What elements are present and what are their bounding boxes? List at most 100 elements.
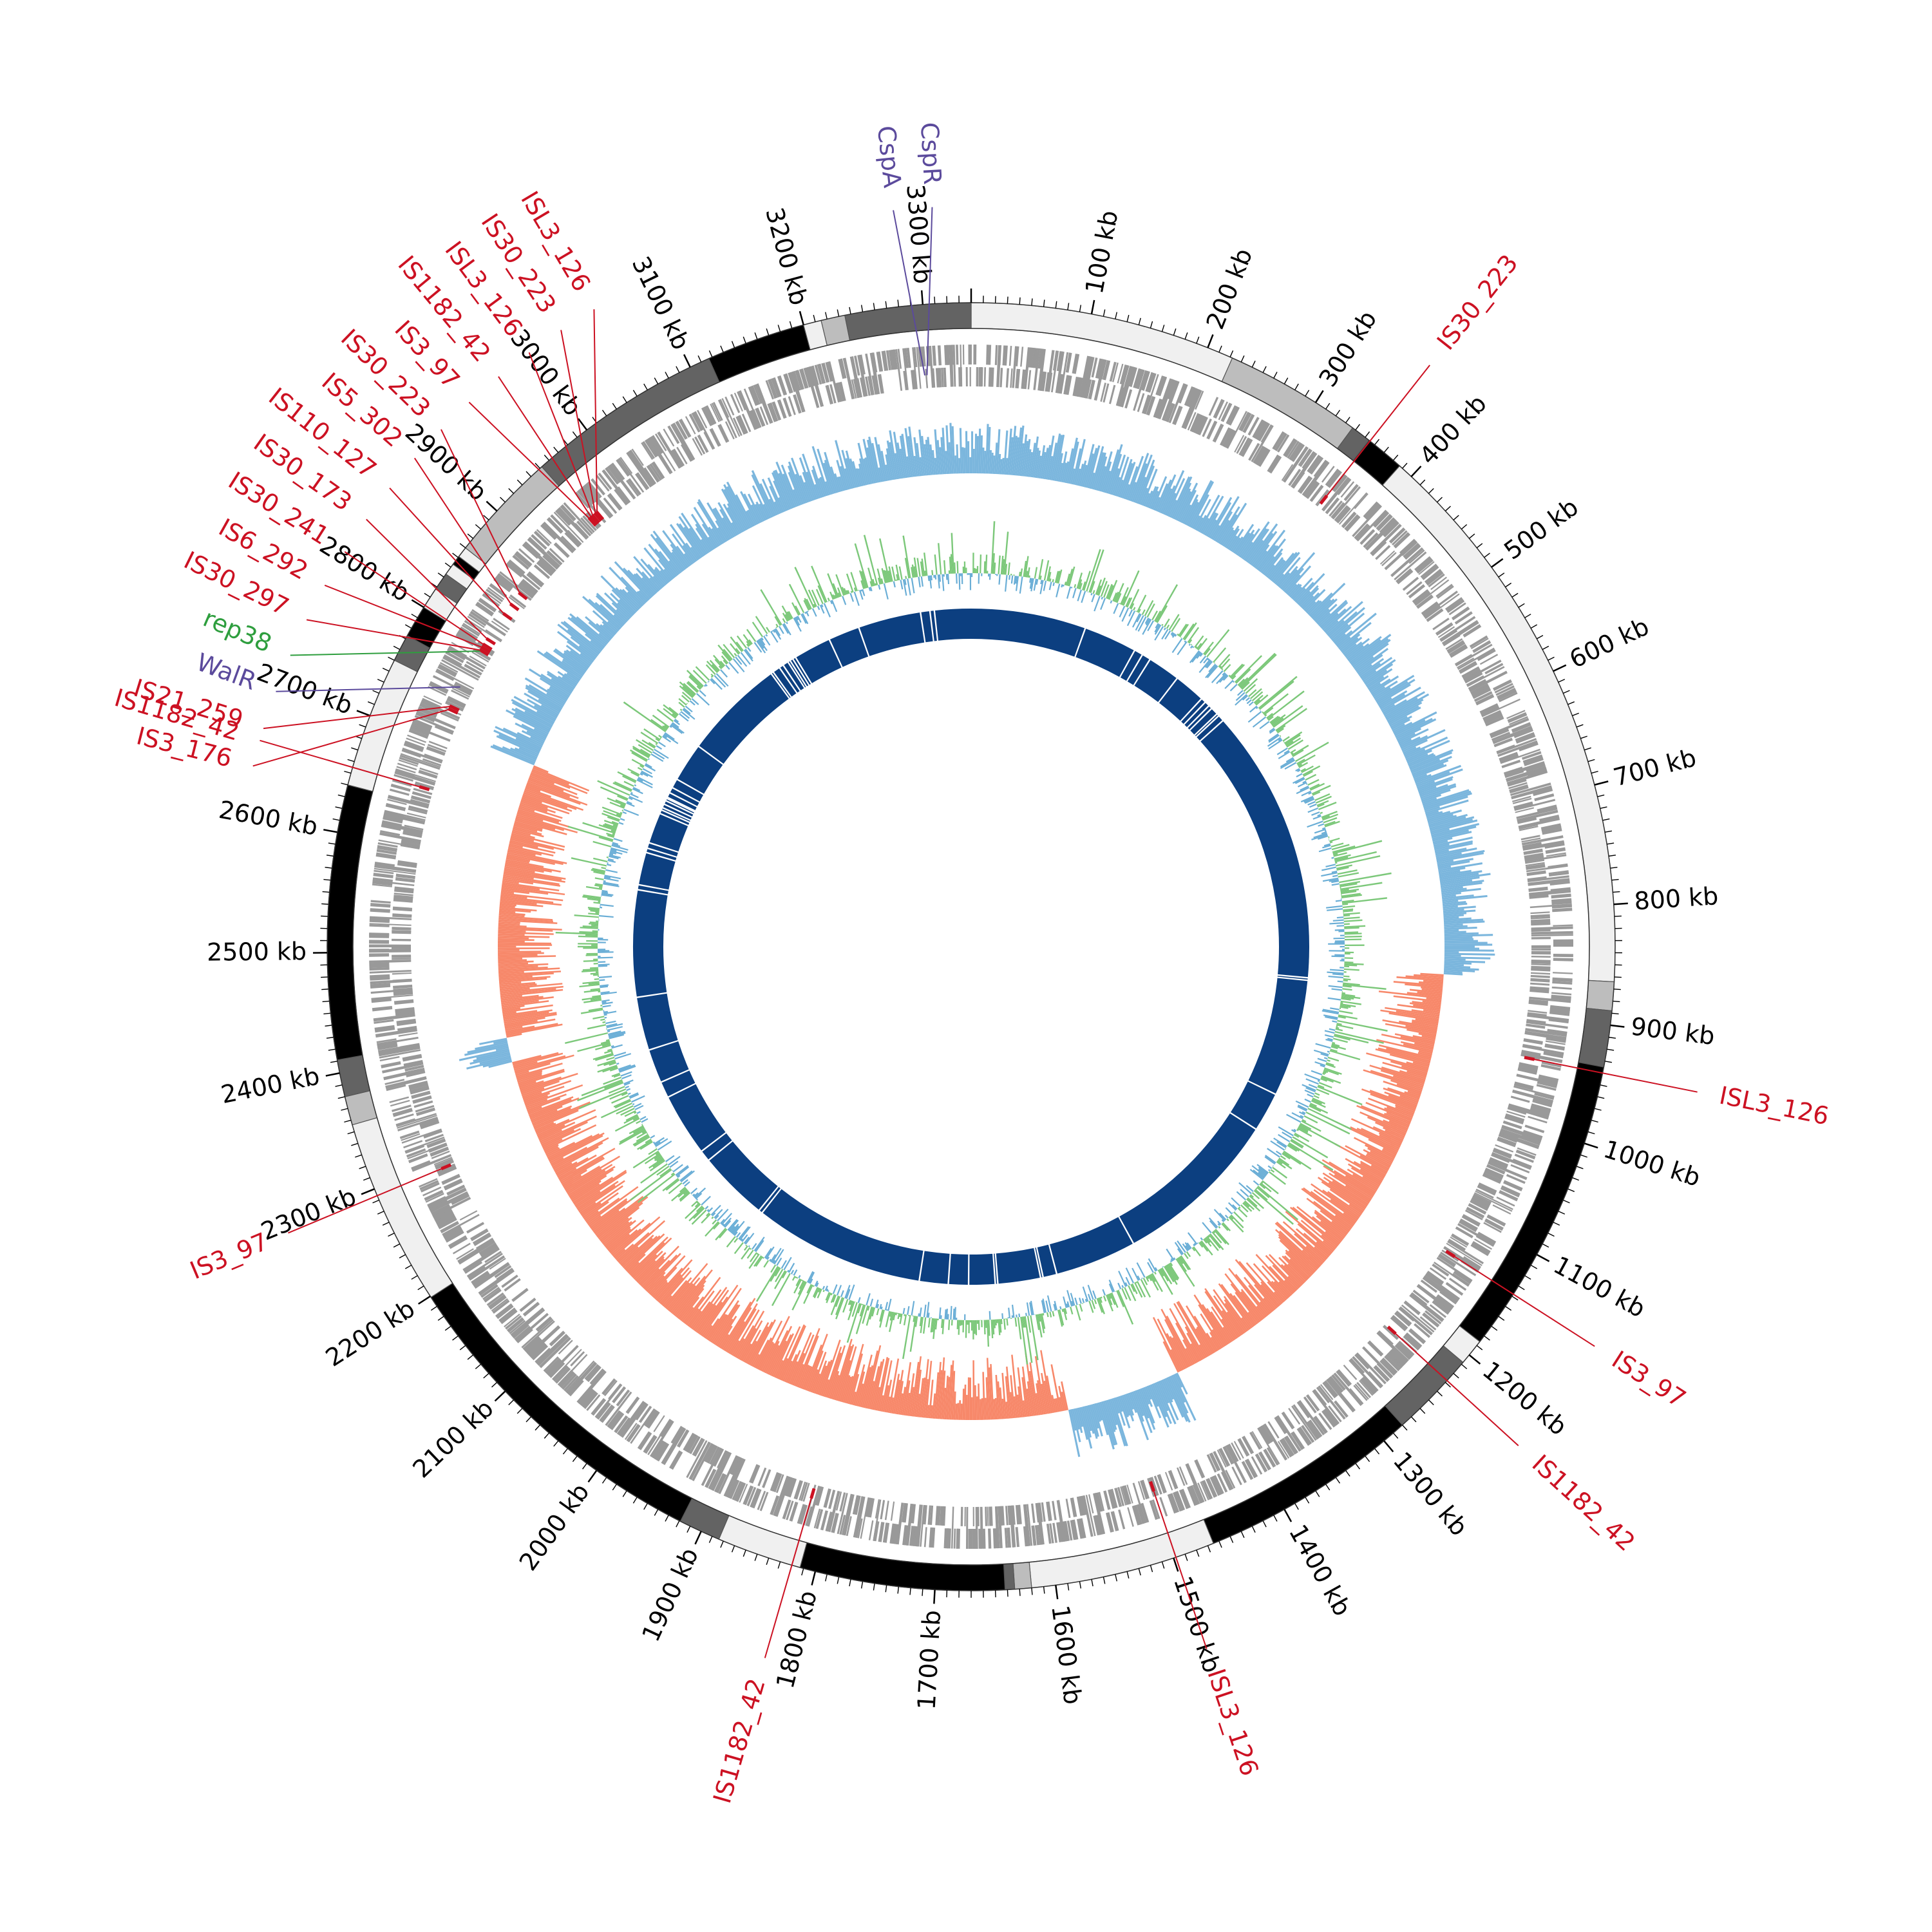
gc-skew-bin <box>620 576 647 604</box>
gc-content-bin <box>1344 957 1354 960</box>
gc-skew-bin <box>1255 1254 1294 1295</box>
gc-content-bin <box>1102 1289 1106 1296</box>
gc-skew-bin <box>1141 468 1158 506</box>
gc-skew-bin <box>946 1377 951 1420</box>
gc-skew-bin <box>889 1397 895 1414</box>
gene-feature <box>1530 974 1550 978</box>
gc-skew-bin <box>1024 439 1031 477</box>
gc-content-bin <box>1010 1318 1012 1320</box>
gc-skew-bin <box>755 504 765 522</box>
gc-skew-bin <box>936 440 942 475</box>
gc-skew-bin <box>779 1324 805 1380</box>
gc-content-bin <box>1267 1165 1273 1170</box>
gc-content-bin <box>790 1269 795 1274</box>
gene-feature <box>989 1506 993 1526</box>
gene-feature <box>519 1298 536 1312</box>
gc-skew-bin <box>1118 1396 1131 1428</box>
gc-skew-bin <box>1443 909 1476 914</box>
gc-skew-bin <box>896 1381 904 1415</box>
gc-skew-bin <box>1414 773 1428 781</box>
gc-content-bin <box>1268 733 1279 742</box>
gc-content-bin <box>900 580 904 590</box>
gc-content-bin <box>1136 1262 1146 1278</box>
gc-content-bin <box>1126 597 1133 608</box>
gc-content-bin <box>983 561 986 574</box>
gc-skew-bin <box>1345 1145 1390 1170</box>
gc-skew-bin <box>1265 1255 1299 1290</box>
gc-skew-bin <box>1366 1052 1429 1071</box>
gc-content-bin <box>902 1307 905 1314</box>
gc-skew-bin <box>1106 444 1123 494</box>
gc-skew-bin <box>1370 1164 1387 1175</box>
gc-content-bin <box>1327 1050 1330 1053</box>
gc-content-bin <box>1084 1302 1086 1303</box>
gc-skew-bin <box>1270 553 1295 582</box>
coverage-block <box>762 1189 923 1281</box>
gc-skew-bin <box>512 829 531 836</box>
gc-content-bin <box>836 1285 842 1296</box>
gc-skew-bin <box>502 884 540 891</box>
gc-skew-bin <box>1090 446 1104 489</box>
gc-content-bin <box>600 904 614 907</box>
gc-content-bin <box>1086 549 1101 592</box>
gc-skew-bin <box>919 457 923 477</box>
gc-skew-bin <box>788 471 802 506</box>
gc-skew-bin <box>904 1380 911 1416</box>
gc-skew-bin <box>695 524 714 551</box>
gc-skew-bin <box>976 1396 979 1420</box>
gc-content-bin <box>725 664 730 670</box>
gc-skew-bin <box>500 985 564 994</box>
gc-content-bin <box>1339 1010 1353 1014</box>
gc-skew-bin <box>1054 434 1065 481</box>
gc-content-bin <box>1219 665 1222 668</box>
gene-feature <box>369 940 390 944</box>
gc-skew-bin <box>600 575 638 612</box>
gc-content-bin <box>1007 562 1010 575</box>
gc-content-bin <box>1197 638 1208 650</box>
gc-content-bin <box>598 956 601 958</box>
gc-skew-bin <box>1345 1185 1371 1202</box>
coverage-block <box>859 612 925 656</box>
gc-content-bin <box>1110 600 1113 604</box>
gc-skew-bin <box>505 860 561 873</box>
gc-skew-bin <box>1210 525 1220 540</box>
gc-skew-bin <box>831 1374 840 1399</box>
gc-skew-bin <box>1347 1163 1382 1184</box>
gc-skew-bin <box>1272 1264 1298 1291</box>
gc-content-bin <box>857 1297 861 1303</box>
gc-content-bin <box>840 1290 844 1298</box>
gc-skew-bin <box>540 1121 588 1144</box>
gc-content-bin <box>1016 1314 1018 1318</box>
gc-skew-bin <box>1236 529 1255 556</box>
gc-skew-bin <box>1294 1233 1326 1262</box>
gc-skew-bin <box>498 920 520 924</box>
gene-track <box>369 345 1573 1549</box>
gc-content-bin <box>605 869 618 873</box>
gc-skew-bin <box>1075 1408 1083 1434</box>
gc-skew-bin <box>1337 636 1351 649</box>
gc-skew-bin <box>1406 1028 1437 1036</box>
gene-feature <box>1194 1459 1206 1479</box>
gc-skew-bin <box>1381 1034 1435 1047</box>
gc-skew-bin <box>1146 1385 1162 1419</box>
gc-skew-bin <box>514 820 543 831</box>
gene-feature <box>987 1506 989 1526</box>
gc-content-bin <box>1322 813 1339 821</box>
gc-content-bin <box>943 574 945 577</box>
gc-content-bin <box>1341 893 1361 897</box>
gc-content-bin <box>1334 942 1345 943</box>
gc-skew-bin <box>1417 778 1453 792</box>
gc-skew-bin <box>1412 1001 1441 1007</box>
gc-skew-bin <box>823 462 835 495</box>
gc-skew-bin <box>838 476 845 491</box>
gc-skew-bin <box>1444 956 1491 960</box>
gc-skew-bin <box>582 1192 619 1218</box>
gc-skew-bin <box>498 926 562 931</box>
gc-content-bin <box>637 766 643 771</box>
gc-skew-bin <box>1377 683 1411 705</box>
gc-content-bin <box>967 1320 969 1325</box>
gc-content-bin <box>1258 676 1298 709</box>
gc-skew-bin <box>498 963 549 967</box>
gc-skew-bin <box>1437 860 1470 868</box>
gc-content-bin <box>1246 699 1252 705</box>
